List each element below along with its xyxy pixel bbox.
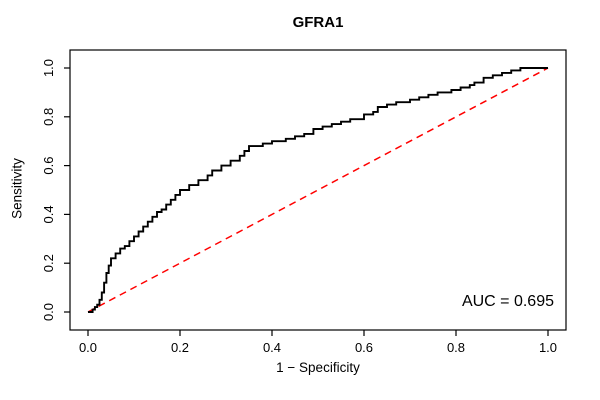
y-tick-label: 1.0 bbox=[41, 59, 56, 77]
chart-title: GFRA1 bbox=[292, 14, 344, 31]
y-tick-label: 0.2 bbox=[41, 254, 56, 272]
x-tick-label: 0.2 bbox=[171, 340, 189, 355]
roc-curve-line bbox=[88, 67, 548, 313]
y-tick-label: 0.6 bbox=[41, 157, 56, 175]
y-axis-label: Sensitivity bbox=[9, 158, 25, 219]
x-tick-label: 0.0 bbox=[79, 340, 97, 355]
auc-annotation: AUC = 0.695 bbox=[461, 293, 554, 310]
x-tick-label: 1.0 bbox=[539, 340, 557, 355]
x-tick-label: 0.8 bbox=[447, 340, 465, 355]
x-axis-label: 1 − Specificity bbox=[276, 360, 360, 375]
x-tick-label: 0.6 bbox=[355, 340, 373, 355]
y-tick-label: 0.8 bbox=[41, 108, 56, 126]
y-tick-label: 0.0 bbox=[41, 303, 56, 321]
chance-line-line bbox=[87, 67, 549, 313]
plot-frame bbox=[69, 49, 567, 331]
x-tick-label: 0.4 bbox=[263, 340, 281, 355]
y-tick-label: 0.4 bbox=[41, 205, 56, 223]
